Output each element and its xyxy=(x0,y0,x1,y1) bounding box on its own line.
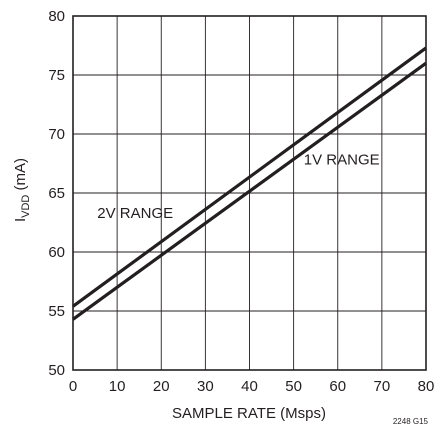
y-tick-label: 75 xyxy=(48,67,65,84)
x-tick-label: 60 xyxy=(329,378,346,395)
series-annotation: 2V RANGE xyxy=(97,205,173,222)
x-tick-label: 0 xyxy=(69,378,77,395)
y-tick-label: 55 xyxy=(48,303,65,320)
y-tick-labels: 50 55 60 65 70 75 80 xyxy=(48,8,65,379)
y-tick-label: 80 xyxy=(48,8,65,25)
y-tick-label: 60 xyxy=(48,244,65,261)
y-axis-label-subscript: VDD xyxy=(20,195,32,218)
y-axis-label: IVDD (mA) xyxy=(12,158,32,222)
x-tick-label: 10 xyxy=(109,378,126,395)
series-line-2 xyxy=(72,61,427,321)
y-tick-label: 65 xyxy=(48,185,65,202)
x-tick-label: 20 xyxy=(153,378,170,395)
x-tick-label: 70 xyxy=(374,378,391,395)
x-axis-label: SAMPLE RATE (Msps) xyxy=(172,405,326,422)
y-axis-label-main: I xyxy=(12,218,29,222)
y-tick-label: 70 xyxy=(48,126,65,143)
series-line-1 xyxy=(72,46,427,308)
x-tick-label: 30 xyxy=(197,378,214,395)
x-tick-label: 40 xyxy=(241,378,258,395)
y-tick-label: 50 xyxy=(48,362,65,379)
x-tick-labels: 0 10 20 30 40 50 60 70 80 xyxy=(69,378,435,395)
x-tick-label: 50 xyxy=(285,378,302,395)
series-annotation: 1V RANGE xyxy=(304,152,380,169)
y-axis-label-unit: (mA) xyxy=(12,158,29,195)
plot-frame xyxy=(72,15,427,371)
annotations: 2V RANGE 1V RANGE xyxy=(97,152,379,222)
x-tick-label: 80 xyxy=(418,378,435,395)
series-lines xyxy=(72,46,427,321)
figure-id: 2248 G15 xyxy=(393,417,429,425)
